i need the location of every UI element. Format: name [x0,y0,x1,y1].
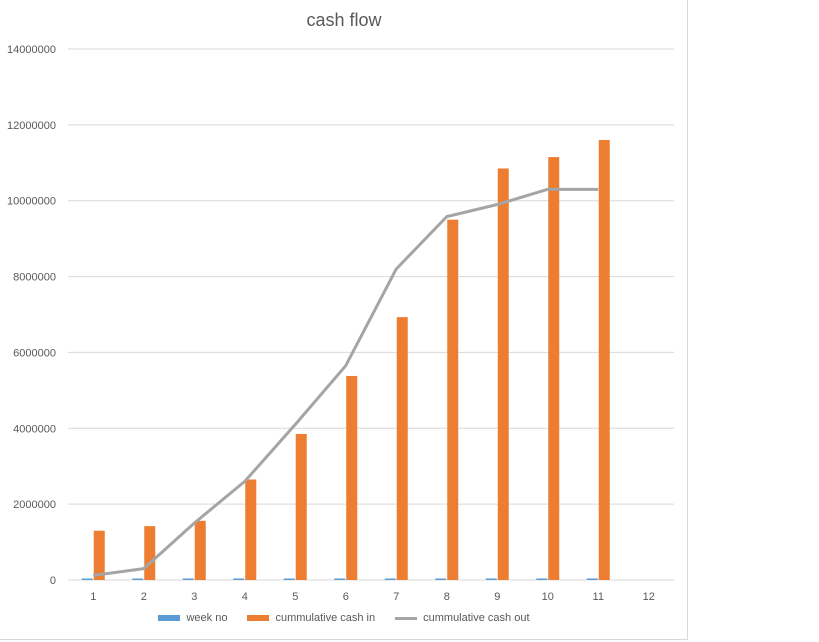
legend-label: week no [186,612,228,624]
legend: week no cummulative cash in cummulative ca… [0,612,688,624]
plot-area: 0 2000000 4000000 6000000 8000000 10000000 120… [7,44,674,603]
legend-item: cummulative cash in [247,612,375,624]
bar-week-no [334,578,346,580]
y-tick-label: 6000000 [13,347,56,359]
bar-week-no [384,578,396,580]
x-tick-label: 2 [141,591,147,603]
bar-cummulative-cash-in [396,317,408,580]
bar-week-no [586,578,598,580]
legend-item: week no [158,612,227,624]
x-tick-label: 4 [242,591,248,603]
y-tick-label: 10000000 [7,196,56,208]
y-tick-label: 0 [50,575,56,587]
x-tick-label: 11 [593,591,604,603]
line-cummulative-cash-out [93,187,599,577]
bar-cummulative-cash-in [598,140,610,580]
chart-title: cash flow [306,10,382,30]
bar-cummulative-cash-in [295,433,307,580]
bar-week-no [435,578,447,580]
y-tick-label: 8000000 [13,272,56,284]
y-tick-label: 12000000 [7,120,56,132]
y-tick-label: 2000000 [13,499,56,511]
bar-week-no [283,578,295,580]
x-axis-ticks: 1 2 3 4 5 6 7 8 9 10 11 12 [90,591,655,603]
x-tick-label: 9 [494,591,500,603]
x-tick-label: 10 [542,591,554,603]
bar-week-no [132,578,144,580]
line-series [93,187,599,577]
bar-week-no [485,578,497,580]
chart-area: cash flow 0 2000000 4000000 6000000 8000000 1… [0,0,688,640]
bar-cummulative-cash-in [144,526,156,580]
legend-swatch [158,615,181,621]
gridlines [68,48,674,581]
bar-cummulative-cash-in [245,479,257,580]
y-tick-label: 4000000 [13,423,56,435]
bar-cummulative-cash-in [497,168,509,580]
legend-label: cummulative cash out [423,612,530,624]
x-tick-label: 1 [90,591,96,603]
bar-cummulative-cash-in [548,157,560,580]
bar-cummulative-cash-in [194,520,206,580]
bar-week-no [182,578,194,580]
bar-week-no [81,578,93,580]
bar-cummulative-cash-in [447,219,459,580]
x-tick-label: 6 [343,591,349,603]
x-tick-label: 5 [292,591,298,603]
legend-label: cummulative cash in [275,612,376,624]
bar-week-no [536,578,548,580]
bar-week-no [233,578,245,580]
legend-item: cummulative cash out [395,612,530,624]
legend-swatch [247,615,270,621]
y-axis-ticks: 0 2000000 4000000 6000000 8000000 10000000 120… [7,44,56,587]
x-tick-label: 12 [643,591,655,603]
x-tick-label: 8 [444,591,450,603]
bars [81,140,610,580]
bar-cummulative-cash-in [93,530,105,580]
legend-swatch [395,616,418,620]
y-tick-label: 14000000 [7,44,56,56]
x-tick-label: 7 [393,591,399,603]
x-tick-label: 3 [191,591,197,603]
bar-cummulative-cash-in [346,375,358,580]
